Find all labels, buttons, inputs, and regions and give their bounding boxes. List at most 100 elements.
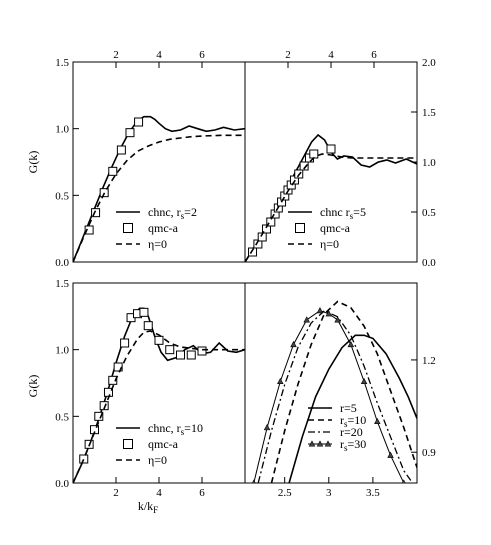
panel-b-y-tick-label: 2.0 [422, 57, 436, 69]
panel-c-series-2-line [73, 330, 245, 483]
x-axis-title-main: k/k [138, 499, 153, 513]
panel-c-series-1-point [143, 321, 153, 331]
panel-c-series-1-point [186, 350, 196, 360]
panel-a-legend-0-label: chnc, rs=2 [148, 205, 197, 221]
panel-a-legend-2-label: η=0 [148, 237, 167, 251]
panel-a-series-1-point [84, 225, 94, 235]
panel-c-legend-0-label-tail: =10 [184, 421, 203, 435]
panel-d-legend-3-label-main: r [340, 437, 344, 451]
panel-a-x-tick-label: 4 [156, 49, 162, 61]
panel-b-legend-1-marker [295, 223, 305, 233]
panel-a-series-1-point [108, 166, 118, 176]
panel-d-series-1-line [270, 300, 417, 483]
panel-d-series-3-point [387, 451, 394, 458]
panel-a-y-tick-label: 0.0 [55, 257, 69, 269]
panel-a-legend-1-marker [123, 223, 133, 233]
panel-c-legend-0-label: chnc, rs=10 [148, 421, 203, 437]
panel-d-x-tick-label: 3 [326, 487, 332, 499]
panel-c-series-1-point [108, 375, 118, 385]
panel-d-series-3-line [253, 310, 405, 483]
panel-d-legend-0-label: r=5 [340, 401, 357, 415]
panel-c-x-tick-label: 4 [156, 487, 162, 499]
panel-d-series-3-point [334, 316, 341, 323]
panel-d-legend-2-label-main: r=20 [340, 425, 363, 439]
panel-d-series-3-point [263, 423, 271, 431]
panel-b-y-tick-label: 0.5 [422, 207, 436, 219]
panel-a-legend-0-label-tail: =2 [184, 205, 197, 219]
panel-a-series-1-point [91, 208, 101, 218]
panel-b-x-tick-label: 6 [371, 49, 377, 61]
panel-d-legend-0-label-main: r=5 [340, 401, 357, 415]
panel-b-y-tick-label: 1.0 [422, 157, 436, 169]
panel-d-legend-1-label-tail: =10 [348, 413, 367, 427]
y-axis-title-top: G(k) [26, 151, 40, 174]
panel-a-series-2-line [73, 134, 245, 262]
panel-a-x-tick-label: 6 [199, 49, 205, 61]
panel-d-series-3-point [325, 310, 333, 317]
panel-d-plot-area [251, 300, 417, 500]
panel-c-y-tick-label: 0.0 [55, 478, 69, 490]
panel-b-x-tick-label: 4 [328, 49, 334, 61]
panel-c-legend-0-label-sub: s [181, 427, 185, 437]
panel-c-plot-area [73, 307, 245, 483]
y-axis-title-bottom: G(k) [26, 375, 40, 398]
panel-b-legend-1-label: qmc-a [320, 221, 351, 235]
panel-b-legend-0-label-sub: s [350, 211, 354, 221]
panel-d-frame [244, 282, 418, 484]
panel-a-y-tick-label: 1.0 [55, 124, 69, 136]
panel-a-series-1-point [134, 117, 144, 127]
panel-b-legend-0-label: chnc rs=5 [320, 205, 366, 221]
panel-b-series-1-point [248, 247, 258, 257]
panel-d-legend-1-label-sub: s [344, 419, 348, 429]
panel-c-legend-0-label-main: chnc, r [148, 421, 181, 435]
panel-d-series-0-line [288, 334, 417, 483]
panel-b-series-1-point [326, 144, 336, 154]
panel-c-legend-1-label: qmc-a [148, 437, 179, 451]
panel-c-series-1-point [197, 346, 207, 356]
panel-c-series-1-point [154, 335, 164, 345]
panel-d-series-3-point [347, 340, 355, 348]
panel-b-legend-0-label-main: chnc r [320, 205, 350, 219]
panel-c-x-tick-label: 6 [199, 487, 205, 499]
panel-c-legend-1-label-main: qmc-a [148, 437, 179, 451]
panel-c-y-tick-label: 0.5 [55, 411, 69, 423]
panel-c-y-tick-label: 1.0 [55, 345, 69, 357]
panel-a-legend-1-label: qmc-a [148, 221, 179, 235]
panel-d-series-3-point [277, 377, 284, 385]
panel-d-legend-3-label: rs=30 [340, 437, 366, 453]
panel-d-series-3-point [316, 307, 324, 314]
panel-c-series-1-point [176, 350, 185, 360]
panel-b-plot-area [245, 133, 417, 262]
x-axis-title: k/kF [138, 499, 158, 515]
panel-b-legend-2-label-main: η=0 [320, 237, 339, 251]
panel-b-legend-2-label: η=0 [320, 237, 339, 251]
panel-a-series-1-point [116, 145, 126, 155]
panel-d-y-tick-label: 0.9 [422, 447, 436, 459]
panel-c-series-1-point [139, 307, 149, 317]
panel-d-legend-3-label-tail: =30 [348, 437, 367, 451]
panel-d-legend-3-marker [324, 440, 332, 447]
panel-b-series-1-point [299, 161, 309, 171]
panel-d-series-3-point [303, 316, 310, 323]
panel-b-series-1-point [309, 149, 319, 159]
panel-a-legend-2-label-main: η=0 [148, 237, 167, 251]
panel-c-legend-2-label: η=0 [148, 453, 167, 467]
panel-c-legend-2-label-main: η=0 [148, 453, 167, 467]
panel-d-series-3-point [410, 495, 416, 500]
panel-c-series-1-point [165, 345, 175, 355]
panel-d-series-3-point [290, 340, 297, 348]
panel-c-x-tick-label: 2 [113, 487, 119, 499]
panel-a-y-tick-label: 0.5 [55, 190, 69, 202]
panel-c-legend-1-marker [123, 439, 133, 449]
panel-d-legend-2-label: r=20 [340, 425, 363, 439]
panel-a-series-1-point [125, 128, 135, 138]
panel-c-series-1-point [94, 411, 104, 421]
